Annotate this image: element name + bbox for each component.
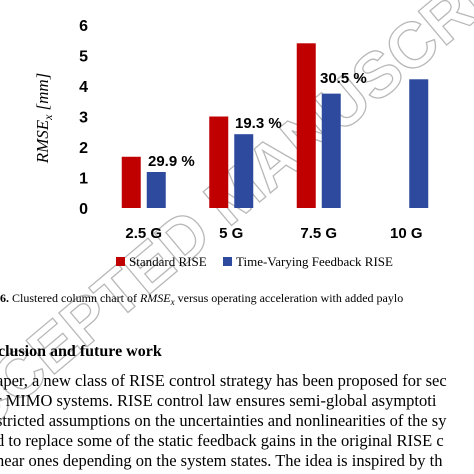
bar [234,134,254,208]
paragraph-line: stricted assumptions on the uncertaintie… [0,411,447,430]
paragraph-line: aper, a new class of RISE control strate… [0,371,447,390]
section-heading: clusion and future work [0,343,162,360]
caption-number: 16. [0,291,9,305]
x-tick-label: 2.5 G [125,225,162,242]
legend-label: Time-Varying Feedback RISE [236,254,393,269]
legend-swatch [223,257,232,266]
bar [146,172,166,208]
y-tick-label: 2 [79,140,88,157]
legend-swatch [116,257,125,266]
annotation: 19.3 % [235,115,282,132]
caption: 16. Clustered column chart of RMSEx vers… [0,291,403,307]
bar [409,79,429,208]
bar [121,156,141,208]
bar [321,93,341,208]
caption-math: RMSE [139,291,171,305]
caption-text-end: versus operating acceleration with added… [175,291,404,305]
x-tick-label: 10 G [390,225,423,242]
paragraph: aper, a new class of RISE control strate… [0,371,447,470]
y-tick-label: 4 [79,79,88,96]
y-label-sub: x [41,114,55,121]
annotation: 29.9 % [148,153,195,170]
y-tick-label: 3 [79,110,88,127]
annotation: 30.5 % [320,70,367,87]
x-tick-label: 7.5 G [300,225,337,242]
caption-sub: x [170,297,175,307]
paragraph-line: d to replace some of the static feedback… [0,431,444,450]
y-label-unit: [mm] [33,73,52,111]
caption-text: Clustered column chart of [9,291,140,305]
y-tick-label: 1 [79,171,88,188]
y-tick-label: 6 [79,18,88,35]
legend-label: Standard RISE [129,254,207,269]
y-tick-label: 0 [79,201,88,218]
y-tick-label: 5 [79,49,88,66]
paragraph-line: near ones depending on the system states… [0,451,443,470]
bar [296,43,316,208]
y-label-main: RMSE [33,119,52,164]
y-axis-label: RMSEx [mm] [33,73,55,165]
bar [209,116,229,208]
paragraph-line: r MIMO systems. RISE control law ensures… [0,391,437,410]
x-tick-label: 5 G [219,225,243,242]
